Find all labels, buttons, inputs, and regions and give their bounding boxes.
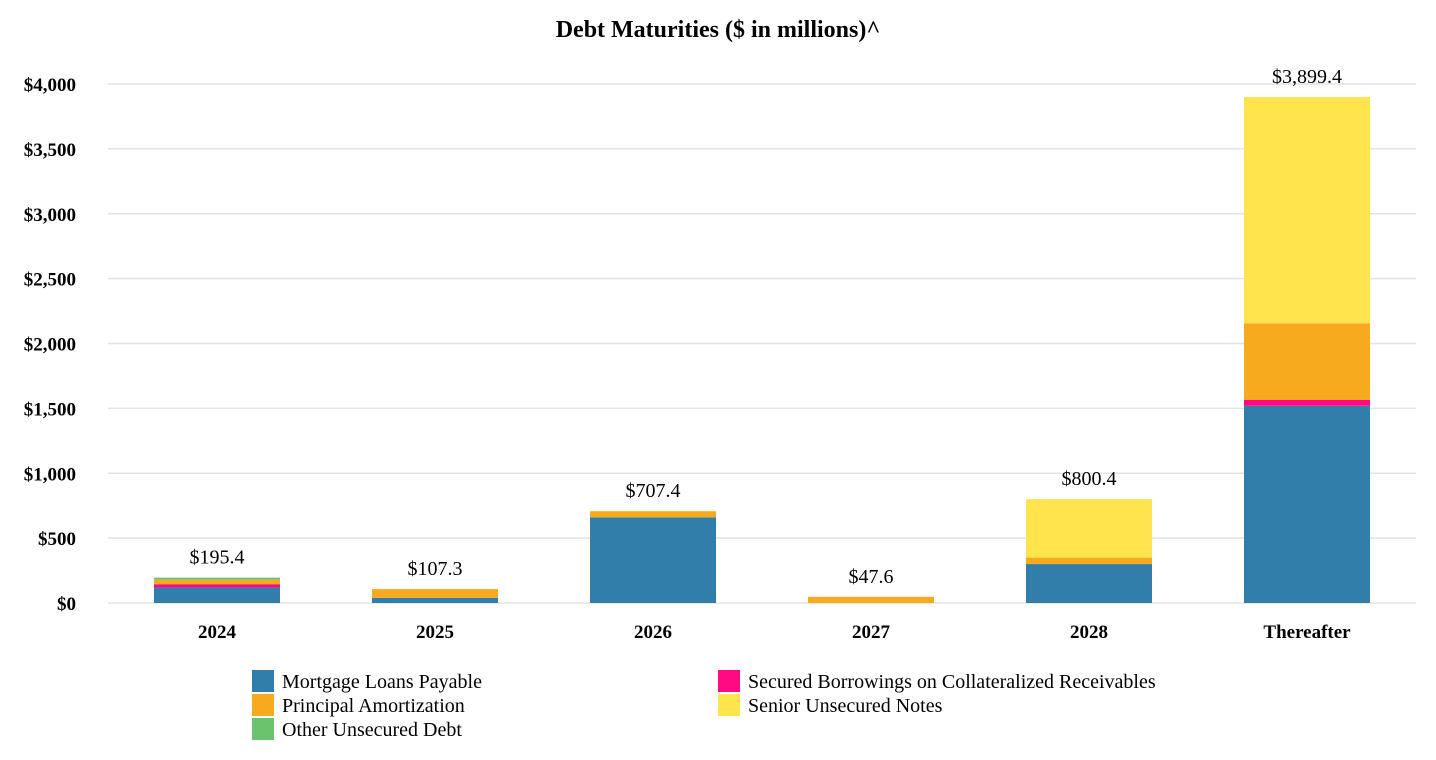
y-tick-label: $3,500 <box>24 140 76 161</box>
bar-total-label: $47.6 <box>849 566 894 588</box>
legend: Mortgage Loans Payable Secured Borrowings… <box>252 670 1156 741</box>
bar-segment-2024-secured-borrowings-on-collateralized-receivables <box>154 584 280 588</box>
y-tick-label: $1,000 <box>24 464 76 485</box>
x-axis-ticks: 2024 2025 2026 2027 2028 Thereafter <box>198 622 1351 643</box>
bar-segment-2024-mortgage-loans-payable <box>154 587 280 603</box>
legend-swatch <box>252 694 274 716</box>
x-tick-label: 2028 <box>1070 622 1108 643</box>
bar-total-labels: $195.4 $107.3 $707.4 $47.6 $800.4 $3,899.4 <box>190 66 1343 588</box>
legend-label: Senior Unsecured Notes <box>748 695 943 717</box>
legend-swatch <box>252 670 274 692</box>
bar-segment-thereafter-mortgage-loans-payable <box>1244 405 1370 603</box>
bar-total-label: $3,899.4 <box>1272 66 1342 88</box>
legend-label: Principal Amortization <box>282 695 465 717</box>
bar-total-label: $800.4 <box>1062 468 1117 490</box>
bar-segment-2024-principal-amortization <box>154 579 280 585</box>
bars <box>154 97 1370 603</box>
bar-segment-2025-principal-amortization <box>372 589 498 598</box>
bar-segment-2026-principal-amortization <box>590 511 716 518</box>
legend-label: Secured Borrowings on Collateralized Rec… <box>748 671 1156 693</box>
x-tick-label: 2025 <box>416 622 454 643</box>
legend-swatch <box>718 670 740 692</box>
x-tick-label: 2027 <box>852 622 891 643</box>
legend-swatch <box>252 718 274 740</box>
y-tick-label: $0 <box>57 594 76 615</box>
y-tick-label: $1,500 <box>24 399 76 420</box>
bar-segment-2028-principal-amortization <box>1026 557 1152 565</box>
bar-segment-thereafter-principal-amortization <box>1244 323 1370 400</box>
x-tick-label: 2026 <box>634 622 672 643</box>
x-tick-label: Thereafter <box>1263 622 1351 643</box>
y-tick-label: $2,000 <box>24 335 76 356</box>
legend-label: Other Unsecured Debt <box>282 719 462 741</box>
x-tick-label: 2024 <box>198 622 237 643</box>
bar-total-label: $107.3 <box>408 558 463 580</box>
y-tick-label: $2,500 <box>24 270 76 291</box>
bar-segment-2024-other-unsecured-debt <box>154 577 280 580</box>
legend-label: Mortgage Loans Payable <box>282 671 482 693</box>
bar-total-label: $195.4 <box>190 547 245 569</box>
bar-segment-2026-mortgage-loans-payable <box>590 517 716 603</box>
bar-segment-2027-principal-amortization <box>808 596 934 603</box>
gridlines <box>108 83 1416 604</box>
bar-segment-2028-mortgage-loans-payable <box>1026 564 1152 603</box>
legend-swatch <box>718 694 740 716</box>
bar-total-label: $707.4 <box>626 480 681 502</box>
bar-segment-2028-senior-unsecured-notes <box>1026 499 1152 558</box>
y-tick-label: $500 <box>38 529 76 550</box>
y-tick-label: $4,000 <box>24 75 76 96</box>
bar-segment-thereafter-senior-unsecured-notes <box>1244 97 1370 324</box>
bar-segment-thereafter-secured-borrowings-on-collateralized-receivables <box>1244 399 1370 406</box>
y-axis-ticks: $0 $500 $1,000 $1,500 $2,000 $2,500 $3,000 $3,5… <box>24 75 76 615</box>
bar-segment-2025-mortgage-loans-payable <box>372 597 498 603</box>
chart-title: Debt Maturities ($ in millions)^ <box>556 17 881 43</box>
y-tick-label: $3,000 <box>24 205 76 226</box>
